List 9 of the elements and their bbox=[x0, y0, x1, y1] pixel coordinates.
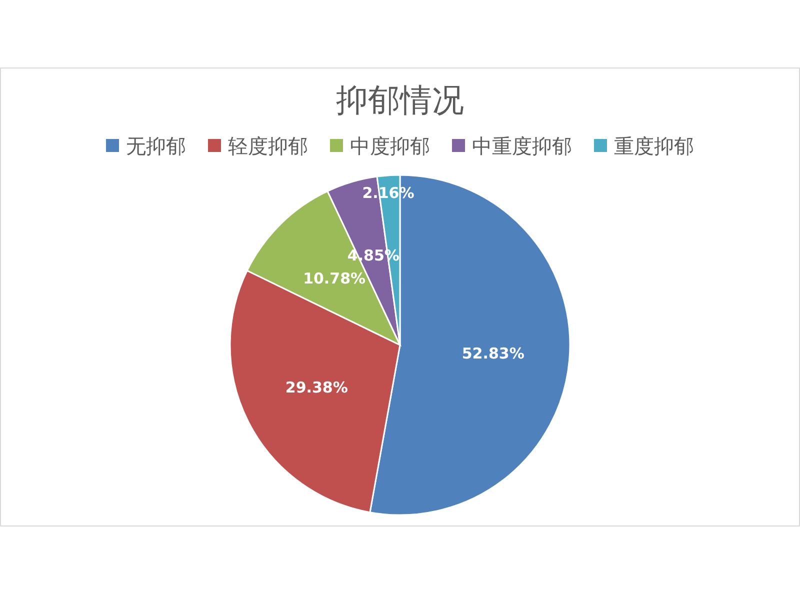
legend-label: 轻度抑郁 bbox=[228, 134, 308, 158]
legend-label: 无抑郁 bbox=[126, 134, 186, 158]
chart-title: 抑郁情况 bbox=[336, 81, 464, 119]
data-label: 29.38% bbox=[285, 378, 348, 396]
legend-label: 中度抑郁 bbox=[350, 134, 430, 158]
data-label: 52.83% bbox=[462, 344, 524, 362]
legend-label: 中重度抑郁 bbox=[472, 134, 572, 158]
legend-label: 重度抑郁 bbox=[614, 134, 694, 158]
data-label: 10.78% bbox=[303, 269, 366, 288]
